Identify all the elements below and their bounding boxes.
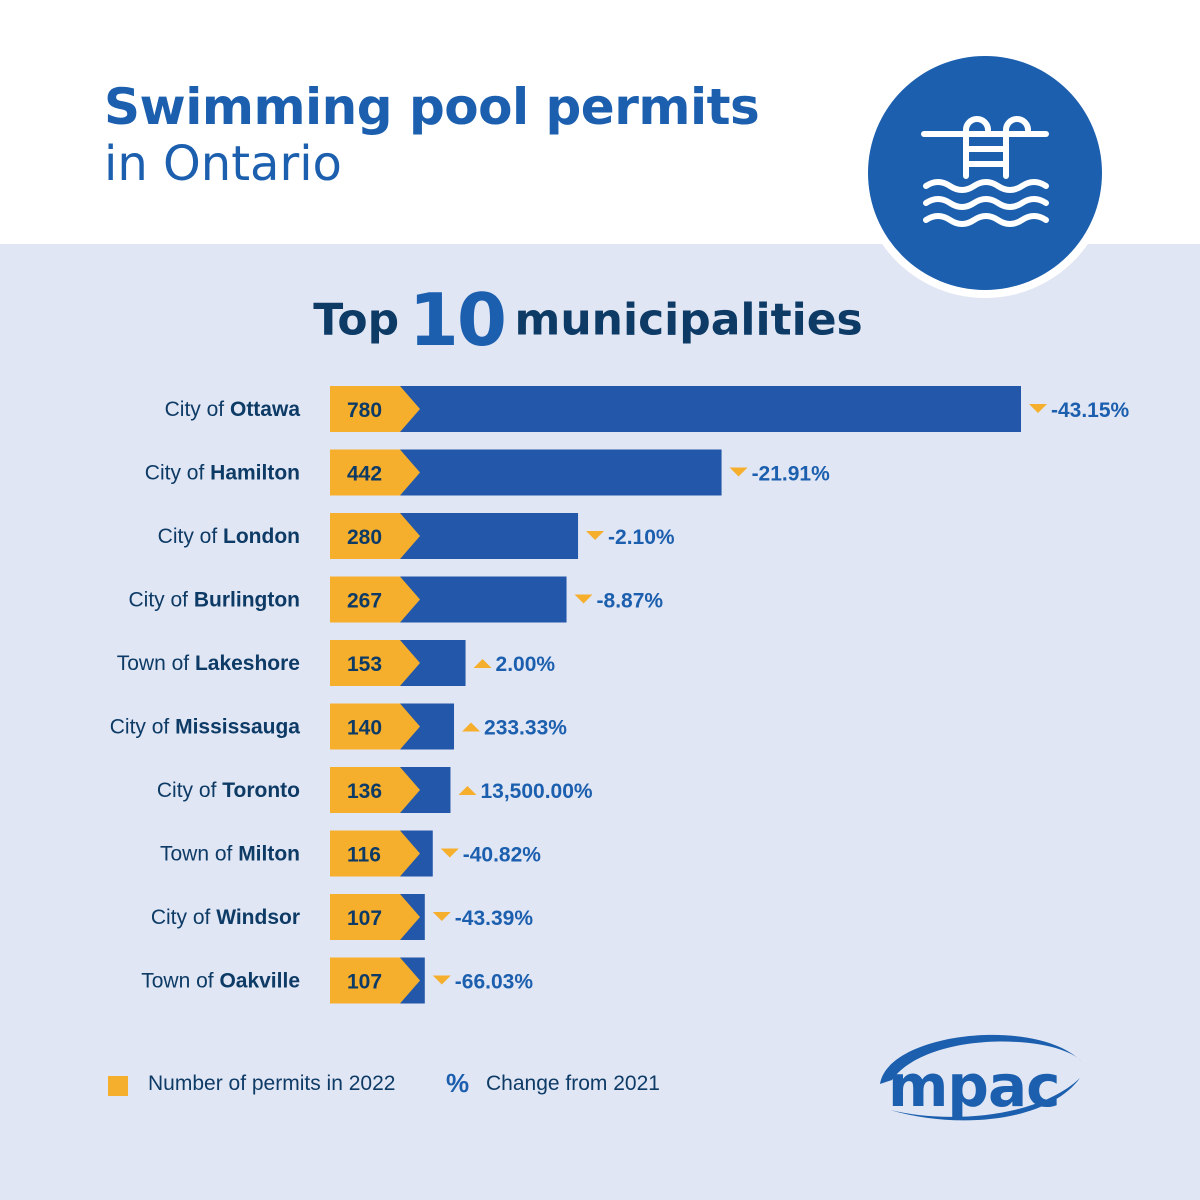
bar-count-tab bbox=[330, 767, 420, 813]
change-label: -43.15% bbox=[1051, 399, 1130, 422]
change-down-icon bbox=[432, 975, 451, 985]
change-label: 2.00% bbox=[496, 653, 556, 676]
bar-count-tab bbox=[330, 576, 420, 623]
bar-value-label: 442 bbox=[347, 463, 382, 486]
change-down-icon bbox=[729, 467, 748, 477]
change-label: -40.82% bbox=[463, 844, 542, 867]
bar-value-label: 107 bbox=[347, 971, 382, 994]
change-down-icon bbox=[586, 531, 605, 540]
bar-count-tab bbox=[330, 386, 420, 432]
category-label: Town of Lakeshore bbox=[117, 652, 300, 675]
legend-pct-label: Change from 2021 bbox=[486, 1072, 660, 1095]
swimming-pool-icon bbox=[868, 56, 1102, 290]
change-label: -43.39% bbox=[455, 907, 534, 930]
bar-count-tab bbox=[330, 513, 420, 559]
title-main: Swimming pool permits bbox=[104, 78, 760, 136]
pool-badge bbox=[860, 48, 1110, 298]
change-label: -66.03% bbox=[455, 971, 534, 994]
change-down-icon bbox=[432, 912, 451, 921]
change-down-icon bbox=[574, 594, 593, 604]
category-label: City of Ottawa bbox=[165, 398, 301, 421]
title-sub: in Ontario bbox=[104, 136, 342, 192]
bar-value-label: 780 bbox=[347, 399, 382, 422]
bar-value-label: 267 bbox=[347, 590, 382, 613]
change-up-icon bbox=[462, 722, 481, 732]
category-label: City of London bbox=[158, 525, 300, 548]
category-label: City of Hamilton bbox=[145, 462, 300, 485]
heading-number: 10 bbox=[408, 278, 507, 362]
change-down-icon bbox=[1029, 404, 1047, 413]
bar-count-tab bbox=[330, 449, 420, 496]
change-down-icon bbox=[440, 848, 459, 858]
bar-value-label: 140 bbox=[347, 717, 382, 740]
legend-pct-symbol: % bbox=[446, 1068, 470, 1098]
category-label: City of Toronto bbox=[157, 779, 300, 802]
heading-municipalities: municipalities bbox=[514, 294, 863, 346]
legend-count-label: Number of permits in 2022 bbox=[148, 1072, 396, 1095]
bar-value-label: 153 bbox=[347, 653, 382, 676]
category-label: Town of Milton bbox=[160, 843, 300, 866]
bar-count-tab bbox=[330, 957, 420, 1004]
bar-count-tab bbox=[330, 894, 420, 940]
change-label: 13,500.00% bbox=[480, 780, 592, 803]
bar-value-label: 280 bbox=[347, 526, 382, 549]
change-label: -8.87% bbox=[597, 590, 664, 613]
mpac-logo: mpac bbox=[880, 1034, 1082, 1121]
change-up-icon bbox=[458, 786, 477, 795]
category-label: City of Windsor bbox=[151, 906, 300, 929]
bar-count-tab bbox=[330, 703, 420, 750]
legend-count-swatch bbox=[108, 1076, 128, 1096]
category-label: City of Mississauga bbox=[110, 716, 301, 739]
bar-value-label: 107 bbox=[347, 907, 382, 930]
category-label: Town of Oakville bbox=[141, 970, 300, 993]
bar-value-label: 136 bbox=[347, 780, 382, 803]
change-label: 233.33% bbox=[484, 717, 567, 740]
bar-count-tab bbox=[330, 830, 420, 877]
change-label: -21.91% bbox=[752, 463, 831, 486]
heading-top: Top bbox=[313, 294, 400, 346]
svg-text:mpac: mpac bbox=[888, 1052, 1059, 1120]
chart-heading: Top 10 municipalities bbox=[0, 278, 1176, 362]
category-label: City of Burlington bbox=[129, 589, 301, 612]
change-up-icon bbox=[473, 659, 492, 668]
bar-count-tab bbox=[330, 640, 420, 686]
bar bbox=[330, 386, 1021, 432]
bar-value-label: 116 bbox=[347, 844, 381, 867]
permits-bar-chart: 780 City of Ottawa -43.15% 442 City of Hamil… bbox=[110, 386, 1130, 1004]
change-label: -2.10% bbox=[608, 526, 675, 549]
